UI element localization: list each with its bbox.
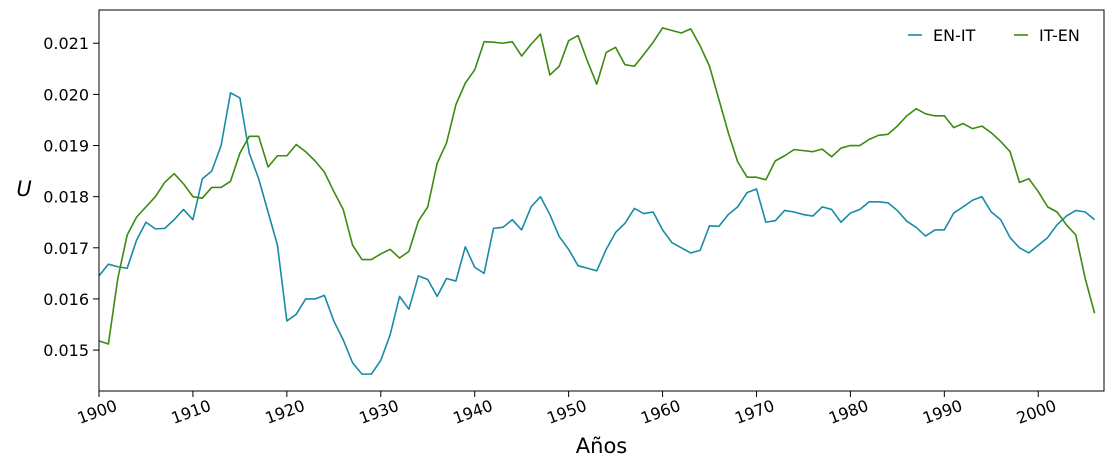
x-tick-label: 1920: [263, 396, 308, 428]
x-tick-label: 1950: [544, 396, 589, 428]
series-line-it-en: [98, 27, 1096, 345]
x-tick-label: 1980: [826, 396, 871, 428]
legend-label-en-it: EN-IT: [933, 26, 976, 45]
x-tick-label: 2000: [1014, 396, 1059, 428]
x-tick-label: 1910: [169, 396, 214, 428]
y-tick-label: 0.020: [43, 85, 89, 104]
x-tick-label: 1970: [732, 396, 777, 428]
ticks-layer: 1900 1910 1920 1930 1940 1950 1960 1970 1980 1990…: [43, 34, 1059, 427]
x-tick-label: 1930: [357, 396, 402, 428]
y-tick-label: 0.019: [43, 137, 89, 156]
x-tick-label: 1990: [920, 396, 965, 428]
x-tick-label: 1900: [75, 396, 120, 428]
legend-label-it-en: IT-EN: [1039, 26, 1080, 45]
y-tick-label: 0.021: [43, 34, 89, 53]
y-tick-label: 0.016: [43, 290, 89, 309]
x-tick-label: 1960: [638, 396, 683, 428]
x-tick-label: 1940: [450, 396, 495, 428]
legend: EN-IT IT-EN: [908, 26, 1080, 45]
plot-frame: [98, 9, 1105, 392]
y-tick-label: 0.017: [43, 239, 89, 258]
series-layer: [98, 27, 1096, 375]
y-tick-label: 0.015: [43, 341, 89, 360]
y-tick-label: 0.018: [43, 188, 89, 207]
series-line-en-it: [98, 92, 1096, 375]
y-axis-title: U: [16, 177, 31, 201]
x-axis-title: Años: [576, 434, 627, 458]
